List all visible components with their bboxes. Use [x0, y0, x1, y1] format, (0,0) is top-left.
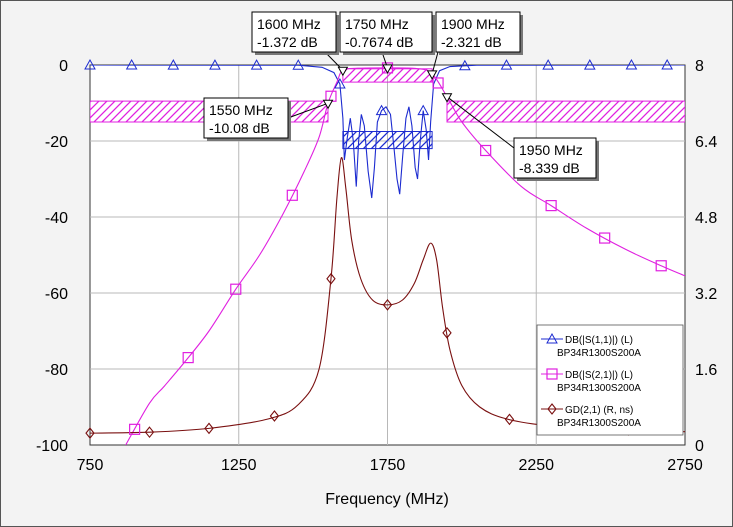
diamond-marker — [547, 403, 557, 415]
square-marker — [230, 283, 242, 295]
x-axis-ticks: 750 1250 1750 2250 2750 — [77, 457, 703, 474]
legend-series-name: DB(|S(2,1)|) (L) — [565, 370, 633, 381]
square-marker — [546, 368, 558, 380]
square-marker — [286, 189, 298, 201]
annotation-value: -2.321 dB — [441, 34, 502, 50]
square-marker — [432, 77, 444, 89]
x-tick-label: 1250 — [221, 457, 257, 474]
annotation-frequency: 1550 MHz — [209, 102, 273, 118]
annotation-leader — [431, 51, 439, 74]
x-tick-label: 1750 — [370, 457, 406, 474]
triangle-marker — [661, 58, 673, 70]
annotation-leader — [446, 96, 515, 149]
x-tick-label: 2750 — [667, 457, 703, 474]
square-marker — [182, 352, 194, 364]
triangle-marker — [125, 59, 138, 70]
diamond-marker — [204, 422, 214, 435]
annotation-value: -10.08 dB — [209, 120, 270, 136]
annotation-box — [251, 11, 337, 53]
legend-series-model: BP34R1300S200A — [557, 383, 641, 394]
square-marker — [129, 423, 141, 435]
y-tick-label-right: 0 — [695, 438, 704, 455]
diamond-marker — [504, 413, 515, 426]
diamond-marker — [85, 427, 95, 440]
triangle-marker — [546, 332, 558, 344]
triangle-marker — [250, 59, 263, 70]
series-line-1 — [125, 67, 685, 445]
y-tick-label-left: -100 — [36, 438, 68, 455]
triangle-marker — [375, 104, 388, 116]
annotation-pointer — [441, 93, 453, 103]
x-tick-label: 2250 — [518, 457, 554, 474]
annotation-value: -0.7674 dB — [345, 34, 414, 50]
diamond-marker — [144, 426, 155, 439]
spec-box — [446, 100, 685, 123]
annotation-frequency: 1950 MHz — [519, 142, 583, 158]
legend-series-name: DB(|S(1,1)|) (L) — [565, 335, 633, 346]
square-marker — [599, 232, 611, 244]
triangle-marker — [500, 59, 513, 70]
legend: DB(|S(1,1)|) (L) BP34R1300S200A DB(|S(2,1)… — [536, 324, 684, 436]
annotation-box — [513, 137, 597, 179]
y-tick-label-left: -80 — [45, 362, 68, 379]
triangle-marker — [334, 77, 346, 89]
annotation-box — [339, 11, 433, 53]
triangle-marker — [459, 59, 471, 71]
annotation-frequency: 1900 MHz — [441, 16, 505, 32]
marker-annotations: 1600 MHz -1.372 dB 1750 MHz -0.7674 dB 1900 … — [203, 11, 599, 181]
triangle-marker — [292, 59, 305, 70]
triangle-marker — [583, 59, 596, 70]
spec-box — [342, 131, 433, 150]
y-tick-label-left: 0 — [59, 58, 68, 75]
x-axis-label: Frequency (MHz) — [325, 491, 449, 508]
y-axis-right-ticks: 8 6.4 4.8 3.2 1.6 0 — [695, 58, 717, 455]
legend-series-model: BP34R1300S200A — [557, 348, 641, 359]
diamond-marker — [269, 410, 280, 422]
series-curves — [90, 65, 685, 445]
annotation-box — [435, 11, 521, 53]
diamond-marker — [442, 327, 452, 339]
y-tick-label-right: 4.8 — [695, 210, 717, 227]
legend-series-model: BP34R1300S200A — [557, 418, 641, 429]
annotation-pointer — [337, 66, 349, 77]
annotation-value: -8.339 dB — [519, 160, 580, 176]
annotation-frequency: 1600 MHz — [257, 16, 321, 32]
annotation-frequency: 1750 MHz — [345, 16, 409, 32]
triangle-marker — [625, 59, 638, 70]
annotation-box — [203, 97, 289, 139]
square-marker — [480, 144, 492, 157]
diamond-marker — [382, 298, 393, 311]
triangle-marker — [167, 59, 180, 70]
annotation-pointer — [426, 70, 438, 80]
triangle-marker — [84, 58, 96, 70]
triangle-marker — [417, 104, 430, 116]
y-tick-label-left: -60 — [45, 286, 68, 303]
square-marker — [655, 260, 667, 272]
y-tick-label-right: 1.6 — [695, 362, 717, 379]
annotation-pointer — [322, 99, 334, 110]
x-tick-label: 750 — [77, 457, 104, 474]
y-tick-label-left: -20 — [45, 134, 68, 151]
y-tick-label-right: 8 — [695, 58, 704, 75]
legend-series-name: GD(2,1) (R, ns) — [565, 405, 633, 416]
legend-box — [536, 324, 684, 436]
y-tick-label-right: 3.2 — [695, 286, 717, 303]
y-tick-label-right: 6.4 — [695, 134, 717, 151]
series-line-2 — [90, 157, 685, 434]
annotation-value: -1.372 dB — [257, 34, 318, 50]
square-marker — [545, 200, 557, 212]
series-markers — [84, 58, 673, 440]
triangle-marker — [209, 59, 221, 70]
annotation-leader — [287, 102, 329, 119]
diamond-marker — [326, 272, 336, 285]
y-axis-left-ticks: 0 -20 -40 -60 -80 -100 — [36, 58, 68, 455]
triangle-marker — [542, 59, 554, 70]
annotation-pointer — [382, 64, 393, 74]
y-tick-label-left: -40 — [45, 210, 68, 227]
series-line-0 — [90, 65, 685, 199]
